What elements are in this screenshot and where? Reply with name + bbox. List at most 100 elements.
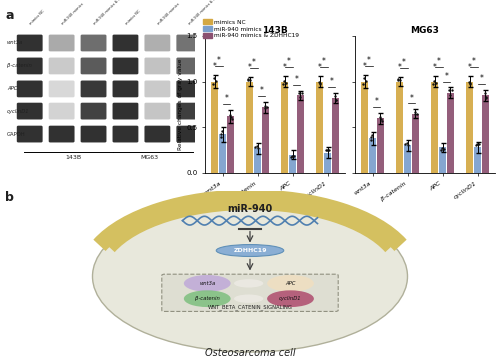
Point [413, 111, 421, 117]
Point [410, 111, 418, 117]
Point [376, 114, 384, 120]
Text: miR-940 mimics & ZDHHC19: miR-940 mimics & ZDHHC19 [188, 0, 228, 26]
Bar [246, 82, 253, 173]
Bar [227, 116, 234, 173]
Text: *: * [224, 94, 228, 103]
Bar [466, 82, 473, 173]
FancyBboxPatch shape [112, 58, 138, 75]
FancyBboxPatch shape [17, 103, 42, 120]
Ellipse shape [234, 294, 264, 303]
Point [323, 147, 331, 153]
Point [403, 140, 411, 146]
FancyBboxPatch shape [48, 35, 74, 51]
Text: *: * [468, 63, 471, 72]
Text: *: * [444, 72, 448, 81]
Bar [396, 82, 403, 173]
Text: miR-940 mimics: miR-940 mimics [156, 2, 180, 26]
Text: *: * [252, 58, 256, 67]
Bar [212, 82, 218, 173]
Point [430, 78, 438, 84]
Point [378, 116, 386, 122]
FancyBboxPatch shape [112, 126, 138, 143]
Text: *: * [216, 56, 220, 65]
Point [212, 78, 220, 84]
Point [360, 81, 368, 87]
Bar [254, 148, 261, 173]
Text: cyclinD1: cyclinD1 [7, 109, 30, 114]
Text: MG63: MG63 [140, 154, 158, 159]
Text: b: b [5, 191, 14, 204]
Text: 143B: 143B [66, 154, 82, 159]
Point [367, 134, 375, 140]
Point [466, 81, 474, 87]
Point [263, 104, 271, 110]
FancyBboxPatch shape [144, 103, 171, 120]
FancyBboxPatch shape [80, 126, 106, 143]
Point [296, 95, 304, 100]
Text: cyclinD1: cyclinD1 [279, 296, 302, 301]
Point [332, 97, 340, 103]
Point [362, 78, 370, 84]
Text: wnt3a: wnt3a [7, 40, 23, 45]
FancyBboxPatch shape [144, 35, 171, 51]
Text: APC: APC [7, 86, 18, 91]
Point [402, 141, 409, 147]
Point [325, 147, 333, 153]
Point [396, 78, 404, 84]
Point [253, 143, 261, 149]
Point [282, 81, 290, 86]
FancyBboxPatch shape [176, 126, 202, 143]
Text: *: * [398, 63, 402, 72]
FancyBboxPatch shape [48, 126, 74, 143]
Point [367, 137, 375, 143]
Point [445, 87, 453, 93]
Point [332, 98, 340, 103]
Bar [439, 147, 446, 173]
Point [432, 81, 440, 86]
Point [316, 80, 324, 86]
Point [465, 80, 473, 85]
Point [482, 94, 490, 100]
Text: *: * [480, 75, 484, 84]
FancyBboxPatch shape [80, 81, 106, 97]
Bar [369, 138, 376, 173]
FancyBboxPatch shape [176, 58, 202, 75]
Text: GAPDH: GAPDH [7, 131, 26, 136]
Text: miR-940: miR-940 [228, 204, 272, 214]
Bar [482, 95, 488, 173]
Bar [262, 107, 268, 173]
Point [473, 141, 481, 147]
FancyBboxPatch shape [48, 58, 74, 75]
Bar [316, 82, 323, 173]
Point [244, 77, 252, 82]
Ellipse shape [267, 290, 314, 307]
Text: mimics NC: mimics NC [124, 9, 141, 26]
FancyBboxPatch shape [176, 81, 202, 97]
Text: *: * [318, 63, 322, 72]
Point [440, 146, 448, 152]
Text: *: * [260, 86, 264, 95]
Point [368, 132, 376, 138]
Text: miR-940 mimics: miR-940 mimics [60, 2, 84, 26]
Text: ZDHHC19: ZDHHC19 [234, 248, 267, 253]
Point [394, 76, 402, 82]
FancyBboxPatch shape [17, 35, 42, 51]
Text: *: * [436, 57, 440, 66]
Point [254, 145, 262, 151]
FancyBboxPatch shape [144, 58, 171, 75]
Y-axis label: Relative changes of gray value: Relative changes of gray value [178, 59, 184, 150]
Bar [432, 82, 438, 173]
FancyBboxPatch shape [48, 81, 74, 97]
Point [360, 75, 368, 81]
Title: 143B: 143B [262, 26, 288, 35]
Text: *: * [472, 57, 476, 66]
Bar [362, 82, 368, 173]
Point [217, 134, 225, 140]
Text: a: a [5, 9, 14, 22]
Point [217, 131, 225, 136]
FancyBboxPatch shape [112, 35, 138, 51]
Point [298, 90, 306, 96]
Point [466, 80, 473, 86]
Point [280, 78, 288, 84]
Point [378, 118, 386, 123]
